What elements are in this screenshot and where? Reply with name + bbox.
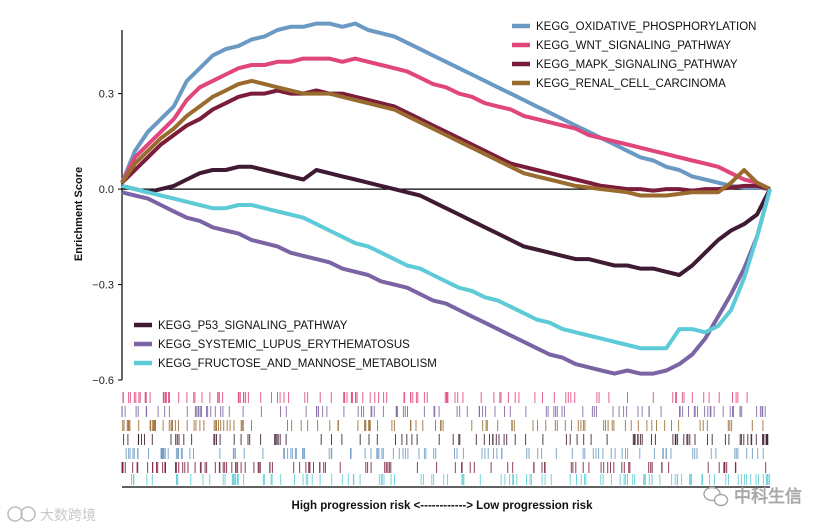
series-line-kegg-systemic-lupus-erythematosus — [121, 188, 772, 376]
series-line-kegg-wnt-signaling-pathway — [120, 56, 771, 191]
hit-ticks-kegg-oxidative-phosphorylation — [125, 448, 764, 459]
series-line-kegg-p53-signaling-pathway — [121, 164, 772, 277]
hit-ticks-kegg-renal-cell-carcinoma — [122, 420, 764, 431]
watermark-right-text: 中科生信 — [734, 486, 802, 507]
legend-label: KEGG_FRUCTOSE_AND_MANNOSE_METABOLISM — [158, 358, 437, 370]
watermark-right: 中科生信 — [703, 486, 802, 507]
legend-label: KEGG_RENAL_CELL_CARCINOMA — [536, 78, 726, 90]
y-axis-label: Enrichment Score — [73, 167, 85, 261]
series-line-kegg-oxidative-phosphorylation — [120, 21, 771, 192]
y-tick-label: 0.0 — [99, 184, 114, 196]
series-lines-layer — [120, 21, 772, 376]
legend-label: KEGG_OXIDATIVE_PHOSPHORYLATION — [536, 21, 756, 33]
y-tick-label: −0.6 — [92, 375, 114, 387]
series-line-kegg-renal-cell-carcinoma — [120, 78, 771, 198]
hit-ticks-kegg-mapk-signaling-pathway — [121, 462, 767, 473]
series-line-kegg-mapk-signaling-pathway — [120, 88, 771, 193]
series-line-kegg-fructose-and-mannose-metabolism — [121, 183, 772, 351]
hit-ticks-layer — [121, 392, 771, 488]
wechat-icon — [703, 486, 729, 507]
hit-ticks-kegg-p53-signaling-pathway — [123, 434, 769, 445]
legend-label: KEGG_WNT_SIGNALING_PATHWAY — [536, 40, 731, 52]
watermark-left: 大数跨境 — [7, 506, 96, 524]
legend-label: KEGG_MAPK_SIGNALING_PATHWAY — [536, 59, 738, 71]
x-axis-label: High progression risk <------------> Low… — [292, 500, 594, 512]
hit-ticks-kegg-fructose-and-mannose-metabolism — [131, 474, 771, 485]
y-tick-label: 0.3 — [99, 89, 114, 101]
legend-label: KEGG_P53_SIGNALING_PATHWAY — [158, 320, 348, 332]
watermark-left-text: 大数跨境 — [40, 508, 96, 524]
brand-logo-icon — [7, 506, 36, 522]
y-tick-label: −0.3 — [92, 280, 114, 292]
legend-label: KEGG_SYSTEMIC_LUPUS_ERYTHEMATOSUS — [158, 339, 410, 351]
hit-ticks-kegg-systemic-lupus-erythematosus — [121, 406, 766, 417]
hit-ticks-kegg-wnt-signaling-pathway — [122, 392, 748, 403]
legend-layer: KEGG_OXIDATIVE_PHOSPHORYLATION KEGG_WNT_S… — [134, 21, 756, 370]
